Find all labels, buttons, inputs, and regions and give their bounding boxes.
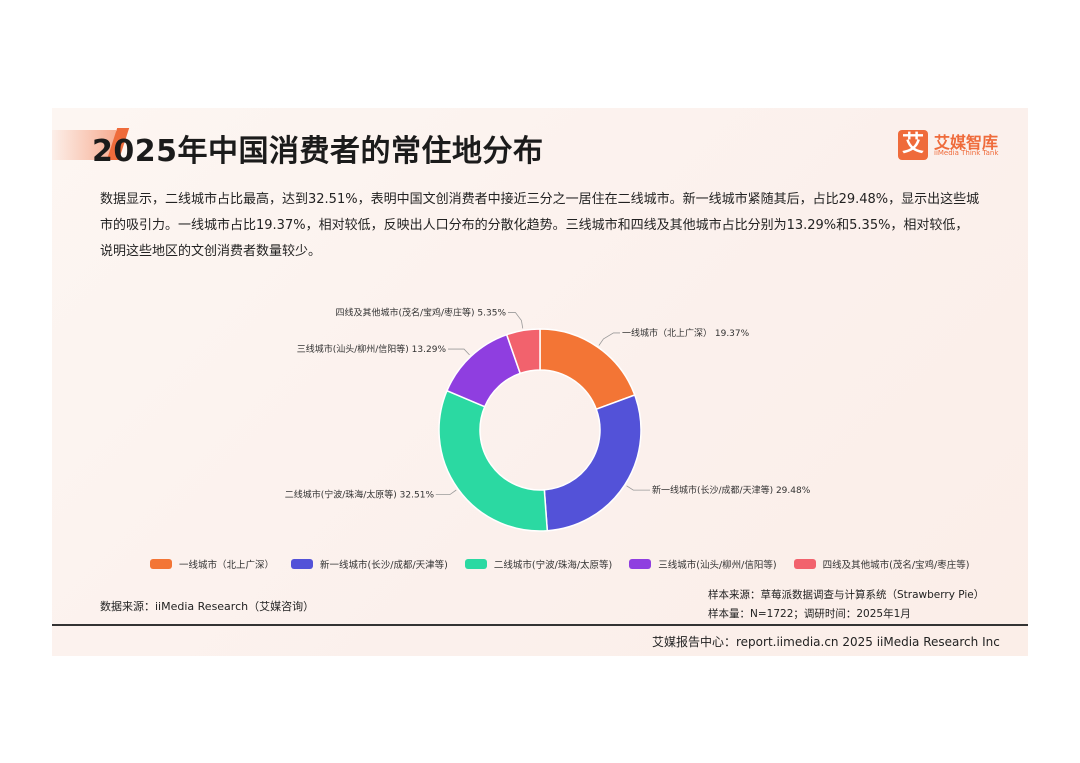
data-label: 四线及其他城市(茂名/宝鸡/枣庄等) 5.35%: [335, 307, 506, 319]
legend-label: 新一线城市(长沙/成都/天津等): [320, 560, 448, 571]
data-label: 一线城市（北上广深） 19.37%: [622, 327, 750, 339]
legend-swatch: [629, 559, 652, 569]
donut-slice: [438, 389, 549, 532]
brand-logo-icon: 艾: [898, 130, 928, 160]
sample-size: 样本量：N=1722；调研时间：2025年1月: [708, 608, 911, 620]
donut-slice: [539, 328, 636, 411]
legend-item-new-tier1: 新一线城市(长沙/成都/天津等): [291, 557, 448, 571]
leader-line: [598, 332, 620, 346]
legend-swatch: [793, 559, 816, 569]
legend-item-tier4: 四线及其他城市(茂名/宝鸡/枣庄等): [793, 557, 970, 571]
legend-label: 三线城市(汕头/柳州/信阳等): [658, 560, 777, 571]
footer-credit: 艾媒报告中心：report.iimedia.cn 2025 iiMedia Re…: [652, 635, 1000, 649]
leader-line: [435, 489, 457, 496]
leader-line: [626, 485, 650, 491]
legend-label: 二线城市(宁波/珠海/太原等): [493, 560, 613, 571]
donut-slice: [445, 333, 522, 408]
legend-item-tier3: 三线城市(汕头/柳州/信阳等): [629, 557, 777, 571]
page-title: 2025年中国消费者的常住地分布: [92, 134, 544, 169]
legend-swatch: [150, 559, 172, 569]
donut-slice: [505, 328, 541, 375]
legend-item-tier2: 二线城市(宁波/珠海/太原等): [464, 557, 613, 571]
title-accent-gradient: [52, 130, 116, 160]
chart-legend: 一线城市（北上广深） 新一线城市(长沙/成都/天津等) 二线城市(宁波/珠海/太…: [150, 557, 983, 571]
brand-logo: 艾 艾媒智库 iiMedia Think Tank: [898, 130, 1018, 164]
data-label: 新一线城市(长沙/成都/天津等) 29.48%: [652, 484, 811, 496]
footer-divider: [52, 624, 1028, 626]
report-card: [52, 108, 1028, 656]
data-source: 数据来源：iiMedia Research（艾媒咨询）: [100, 600, 315, 613]
data-label: 三线城市(汕头/柳州/信阳等) 13.29%: [297, 343, 447, 355]
legend-swatch: [291, 559, 314, 569]
brand-name-en: iiMedia Think Tank: [934, 149, 999, 157]
donut-slice: [543, 394, 642, 532]
legend-label: 四线及其他城市(茂名/宝鸡/枣庄等): [822, 560, 970, 571]
legend-label: 一线城市（北上广深）: [179, 560, 275, 571]
brand-name-cn: 艾媒智库: [934, 133, 999, 152]
leader-line: [448, 348, 470, 356]
legend-item-tier1: 一线城市（北上广深）: [150, 557, 274, 571]
legend-swatch: [464, 559, 487, 569]
sample-source: 样本来源：草莓派数据调查与计算系统（Strawberry Pie）: [708, 589, 985, 601]
sample-info: 样本来源：草莓派数据调查与计算系统（Strawberry Pie） 样本量：N=…: [708, 586, 984, 624]
data-label: 二线城市(宁波/珠海/太原等) 32.51%: [285, 489, 435, 501]
chart-description: 数据显示，二线城市占比最高，达到32.51%，表明中国文创消费者中接近三分之一居…: [100, 192, 980, 259]
leader-line: [508, 312, 524, 329]
